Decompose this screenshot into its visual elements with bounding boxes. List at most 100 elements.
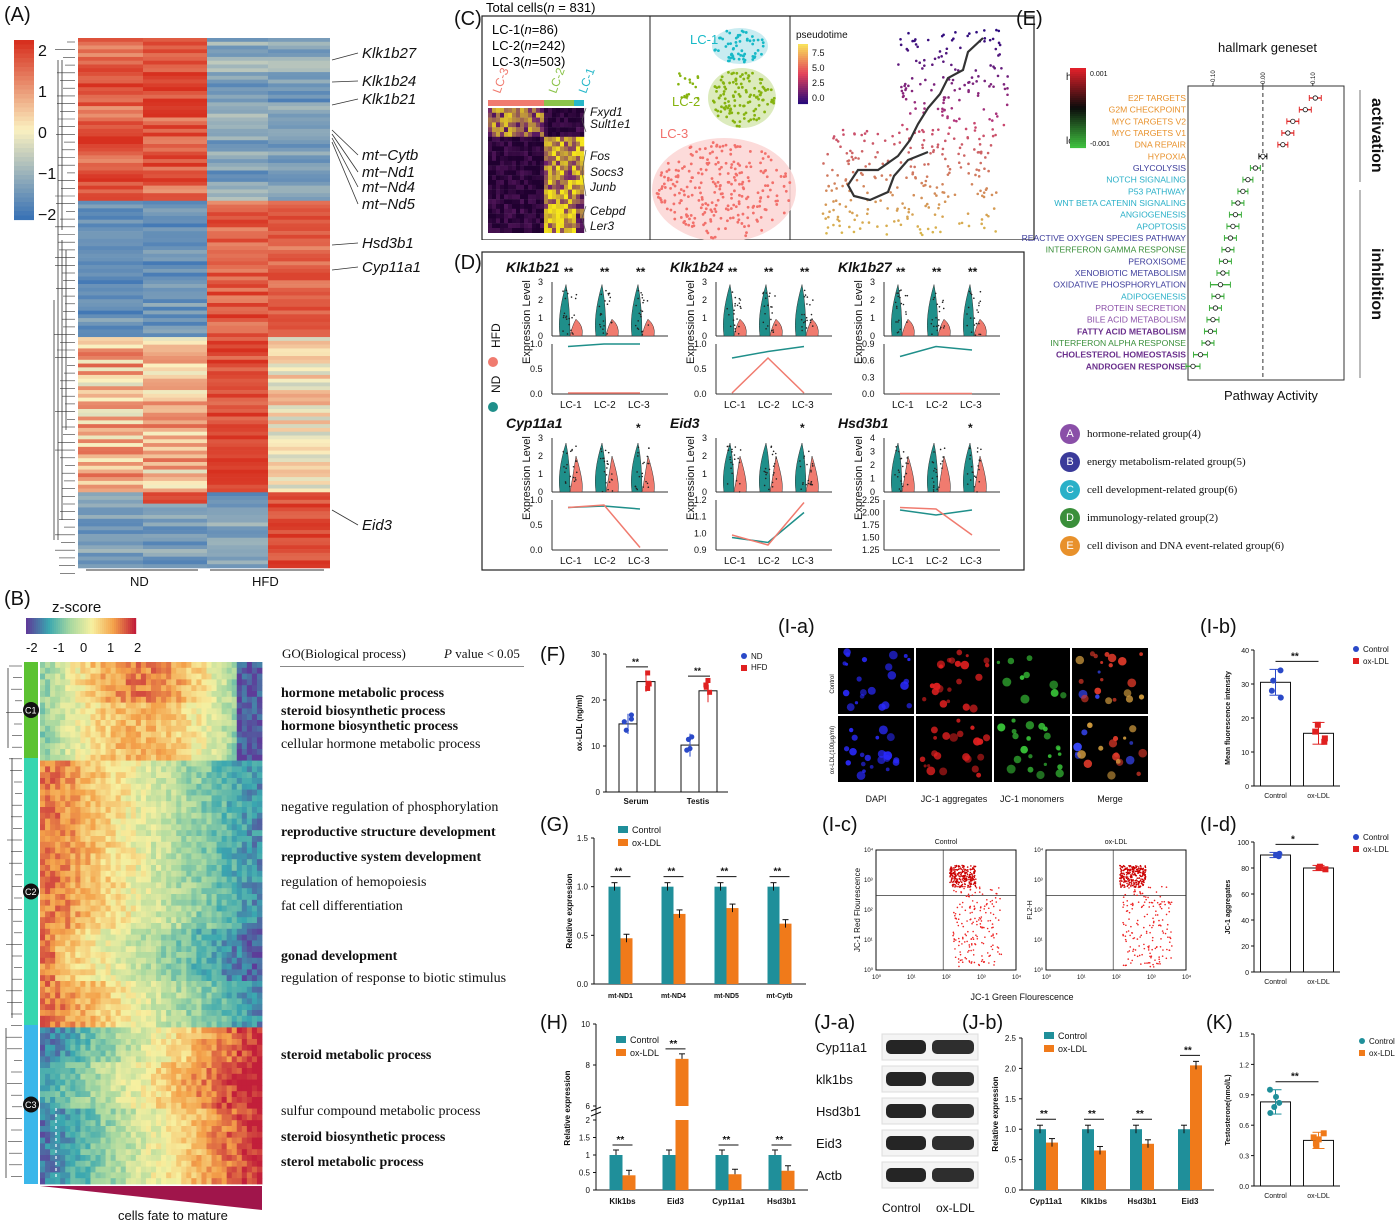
trajectory-cell	[40, 743, 46, 750]
trajectory-cell	[105, 847, 112, 854]
trajectory-cell	[171, 801, 177, 808]
heatmap-cell	[143, 530, 207, 535]
trajectory-cell	[100, 691, 106, 698]
trajectory-cell	[256, 917, 263, 924]
trajectory-cell	[95, 673, 101, 680]
trajectory-cell	[251, 847, 258, 854]
trajectory-cell	[196, 696, 202, 703]
trajectory-cell	[206, 1178, 212, 1185]
trajectory-cell	[115, 1039, 122, 1046]
trajectory-cell	[226, 737, 233, 744]
trajectory-cell	[251, 673, 258, 680]
trajectory-cell	[55, 865, 61, 872]
scale-segment	[14, 139, 34, 144]
trajectory-cell	[171, 899, 177, 906]
trajectory-cell	[40, 1073, 46, 1080]
trajectory-cell	[161, 923, 167, 930]
trajectory-cell	[246, 725, 253, 732]
trajectory-cell	[166, 1068, 172, 1075]
trajectory-cell	[191, 830, 197, 837]
trajectory-cell	[105, 969, 112, 976]
trajectory-cell	[90, 1091, 96, 1098]
trajectory-cell	[135, 870, 142, 877]
trajectory-cell	[251, 830, 258, 837]
heatmap-cell	[552, 108, 557, 113]
trajectory-cell	[186, 673, 192, 680]
trajectory-cell	[100, 841, 106, 848]
trajectory-cell	[196, 807, 202, 814]
trajectory-cell	[216, 754, 223, 761]
trajectory-cell	[201, 998, 207, 1005]
trajectory-cell	[181, 1155, 187, 1162]
trajectory-cell	[211, 1097, 217, 1104]
trajectory-cell	[60, 1155, 66, 1162]
zscore-segment	[62, 618, 65, 634]
trajectory-cell	[135, 749, 142, 756]
trajectory-cell	[206, 1056, 212, 1063]
trajectory-cell	[125, 882, 132, 889]
trajectory-cell	[211, 778, 217, 785]
trajectory-cell	[135, 731, 142, 738]
trajectory-cell	[120, 749, 127, 756]
trajectory-cell	[221, 905, 228, 912]
trajectory-cell	[196, 1149, 202, 1156]
cluster-label: C3	[25, 1100, 37, 1110]
trajectory-cell	[50, 1155, 56, 1162]
trajectory-cell	[156, 1143, 162, 1150]
trajectory-cell	[145, 743, 152, 750]
trajectory-cell	[125, 923, 132, 930]
heatmap-cell	[143, 60, 207, 65]
trajectory-cell	[226, 928, 233, 935]
trajectory-cell	[145, 940, 152, 947]
trajectory-cell	[206, 1073, 212, 1080]
heatmap-cell	[78, 53, 143, 58]
trajectory-cell	[125, 1160, 132, 1167]
trajectory-cell	[206, 807, 212, 814]
trajectory-cell	[156, 940, 162, 947]
trajectory-cell	[45, 928, 51, 935]
trajectory-cell	[110, 836, 117, 843]
trajectory-cell	[186, 841, 192, 848]
trajectory-cell	[55, 1039, 61, 1046]
heatmap-cell	[268, 41, 330, 46]
trajectory-cell	[50, 662, 56, 669]
heatmap-cell	[207, 549, 268, 554]
trajectory-cell	[226, 1004, 233, 1011]
trajectory-cell	[70, 1120, 76, 1127]
trajectory-cell	[100, 783, 106, 790]
trajectory-cell	[226, 720, 233, 727]
trajectory-cell	[125, 691, 132, 698]
trajectory-cell	[105, 801, 112, 808]
heatmap-cell	[540, 127, 545, 133]
trajectory-cell	[75, 934, 81, 941]
trajectory-cell	[236, 1178, 243, 1185]
heatmap-cell	[78, 87, 143, 92]
trajectory-cell	[166, 911, 172, 918]
trajectory-cell	[186, 1097, 192, 1104]
trajectory-cell	[186, 685, 192, 692]
trajectory-cell	[186, 731, 192, 738]
trajectory-cell	[140, 772, 147, 779]
trajectory-cell	[191, 888, 197, 895]
trajectory-cell	[191, 870, 197, 877]
trajectory-cell	[201, 865, 207, 872]
trajectory-cell	[246, 899, 253, 906]
trajectory-cell	[95, 1114, 101, 1121]
trajectory-cell	[201, 847, 207, 854]
trajectory-cell	[151, 807, 157, 814]
trajectory-cell	[55, 1062, 61, 1069]
heatmap-cell	[207, 215, 268, 221]
heatmap-cell	[512, 112, 517, 118]
trajectory-cell	[60, 1178, 66, 1185]
trajectory-cell	[55, 1010, 61, 1017]
trajectory-cell	[186, 1120, 192, 1127]
heatmap-cell	[78, 299, 143, 304]
trajectory-cell	[135, 928, 142, 935]
trajectory-cell	[236, 743, 243, 750]
heatmap-cell	[207, 409, 268, 414]
trajectory-cell	[145, 1126, 152, 1133]
trajectory-cell	[50, 998, 56, 1005]
heatmap-cell	[78, 41, 143, 46]
trajectory-cell	[50, 1021, 56, 1028]
trajectory-cell	[176, 1178, 182, 1185]
